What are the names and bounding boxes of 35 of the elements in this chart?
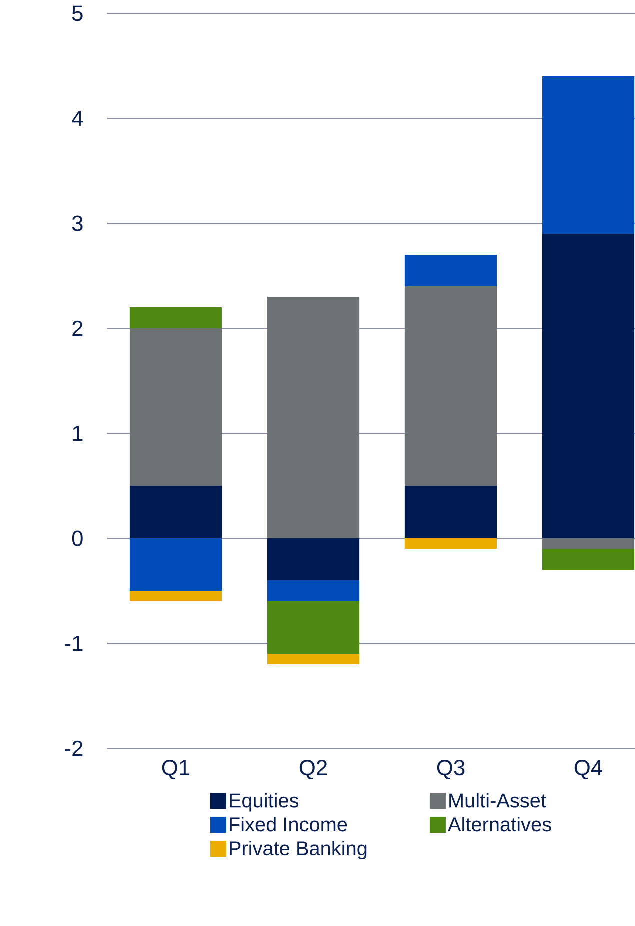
bar bbox=[130, 538, 222, 592]
x-tick-label: Q4 bbox=[574, 760, 602, 780]
bar bbox=[130, 308, 222, 329]
y-tick-label: 5 bbox=[72, 6, 83, 22]
legend-label: Fixed Income bbox=[230, 817, 348, 832]
bar bbox=[267, 580, 360, 602]
x-tick-label: Q2 bbox=[300, 760, 328, 780]
bar bbox=[542, 538, 635, 550]
bar bbox=[267, 297, 360, 539]
legend-label: Equities bbox=[230, 793, 299, 812]
bar bbox=[404, 286, 498, 486]
y-tick-label: 3 bbox=[72, 216, 83, 232]
y-tick-label: 1 bbox=[73, 426, 83, 442]
bar bbox=[542, 549, 635, 570]
bar bbox=[404, 538, 498, 550]
y-tick-label: 2 bbox=[72, 320, 83, 336]
bar bbox=[130, 328, 222, 486]
bar bbox=[404, 255, 498, 287]
bar bbox=[130, 591, 222, 602]
y-tick-label: 4 bbox=[72, 111, 84, 126]
bar bbox=[404, 486, 498, 539]
legend-label: Alternatives bbox=[448, 817, 552, 832]
legend-label: Private Banking bbox=[230, 840, 367, 860]
y-tick-label: 0 bbox=[72, 530, 83, 546]
bar bbox=[542, 76, 635, 234]
bar bbox=[267, 602, 360, 654]
bar bbox=[267, 538, 360, 581]
bar bbox=[542, 234, 635, 539]
legend-label: Multi-Asset bbox=[450, 793, 546, 808]
y-tick-label: -1 bbox=[65, 636, 83, 652]
x-tick-label: Q3 bbox=[437, 760, 465, 780]
x-tick-label: Q1 bbox=[162, 760, 190, 780]
bar bbox=[267, 654, 360, 665]
bar bbox=[130, 486, 222, 539]
y-tick-label: -2 bbox=[65, 740, 83, 756]
